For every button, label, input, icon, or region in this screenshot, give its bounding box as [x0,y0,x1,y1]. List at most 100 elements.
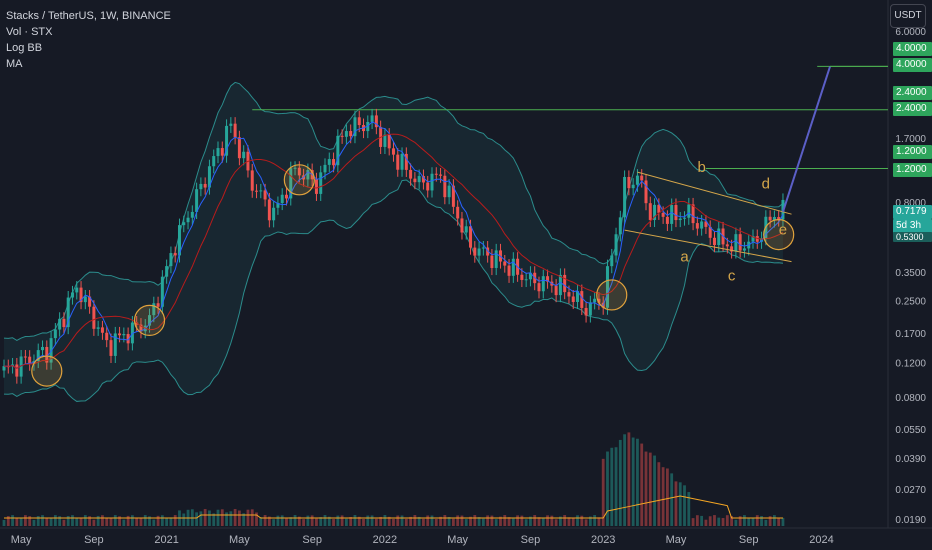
volume-bar [302,519,305,526]
volume-bar [216,509,220,526]
candle-body [323,164,327,173]
volume-bar [79,517,83,526]
volume-bar [62,519,66,526]
x-tick-label: May [11,534,32,546]
volume-bar [272,519,276,526]
candle-body [75,287,79,293]
candle-body [507,265,511,276]
volume-bar [66,515,70,526]
candle-body [451,185,455,207]
volume-bar [212,513,216,526]
candle-body [623,176,627,218]
candle-body [357,117,361,126]
candle-body [576,291,580,302]
x-tick-label: Sep [302,534,322,546]
time-axis[interactable]: May Sep 2021 May Sep 2022 May Sep 2023 May Sep 2024 [11,534,834,546]
volume-bar [614,447,618,526]
candle-body [139,324,143,332]
volume-bar [336,515,340,526]
candle-body [229,123,233,126]
price-label-2-4-lower: 2.4000 [893,102,932,116]
volume-ma-line [4,495,783,519]
volume-bar [503,515,507,526]
volume-bar [139,517,143,526]
price-label-4-upper: 4.0000 [893,42,932,56]
candle-body [88,296,92,307]
candle-body [477,248,481,256]
y-tick-label: 6.0000 [895,27,926,38]
candle-body [83,296,87,303]
candle-body [199,183,203,190]
ma-slow-line [3,133,784,369]
candle-body [186,217,190,223]
candle-body [443,175,447,198]
volume-bar [490,515,494,526]
candle-body [118,333,122,336]
candle-body [237,137,241,159]
y-tick-label: 0.0550 [895,425,926,436]
candle-body [772,217,776,221]
candle-body [683,217,687,219]
symbol-title[interactable]: Stacks / TetherUS, 1W, BINANCE [6,10,171,22]
candle-body [259,190,263,192]
volume-bar [571,518,575,526]
candle-body [319,172,323,194]
indicator-ma[interactable]: MA [6,58,23,70]
candle-body [53,329,57,339]
volume-bar [777,517,781,526]
volume-bar [280,515,284,526]
candle-body [653,204,657,220]
volume-bar [666,468,669,526]
candle-body [469,226,473,248]
volume-bar [156,515,160,526]
candle-body [28,356,32,364]
volume-bar [135,518,139,526]
x-tick-label: Sep [739,534,759,546]
volume-bar [695,515,699,526]
candle-body [503,261,507,266]
candle-body [66,297,70,328]
volume-bar [233,509,237,526]
volume-bar [118,516,121,526]
volume-bar [242,513,246,526]
candle-body [284,194,288,199]
candle-body [593,298,597,303]
candle-body [255,190,259,192]
candle-body [387,134,391,149]
candle-body [768,216,772,221]
candle-body [370,115,374,122]
indicator-log-bb[interactable]: Log BB [6,42,43,54]
y-tick-label: 0.3500 [895,268,926,279]
price-label-1-2-lower: 1.2000 [893,163,932,177]
volume-bar [332,519,335,526]
volume-bar [773,515,776,526]
candle-body [353,117,357,137]
candle-body [177,225,181,256]
volume-bar [452,518,455,526]
indicator-volume[interactable]: Vol · STX [6,26,53,38]
price-label-1-2-upper: 1.2000 [893,145,932,159]
wedge-lower-line [624,229,792,263]
volume-bar [481,518,485,526]
volume-bar [255,512,258,526]
volume-bar [366,515,370,526]
volume-bar [546,515,549,526]
candle-body [41,346,45,351]
volume-bar [165,518,169,526]
volume-bar [507,517,511,526]
candle-body [460,218,464,233]
volume-bar [443,515,447,526]
candle-body [306,170,310,180]
volume-bar [708,516,712,526]
candle-body [640,175,644,181]
volume-bar [396,515,400,526]
y-tick-label: 0.0390 [895,454,926,465]
candle-body [670,205,674,224]
pattern-label-d: d [762,175,770,192]
current-price-partial: 0.5300 [893,232,932,242]
candle-body [70,292,74,298]
volume-bar [627,432,631,526]
volume-bar [738,516,742,526]
currency-button[interactable]: USDT [890,4,926,28]
